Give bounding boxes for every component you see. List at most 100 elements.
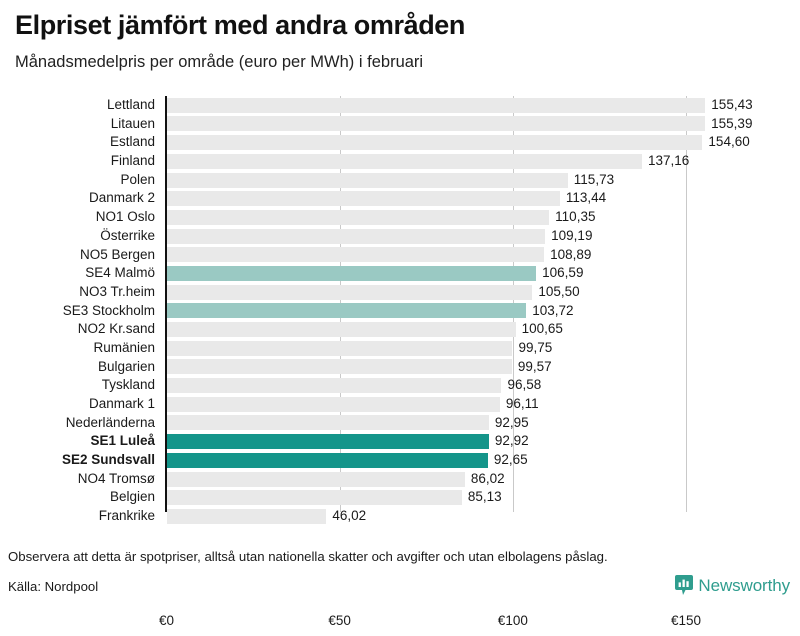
category-label: NO4 Tromsø [77,470,155,486]
plot-area: Lettland 155,43 Litauen 155,39 Estland 154,60… [0,96,800,628]
bar-row: NO4 Tromsø 86,02 [0,470,800,489]
value-label: 96,11 [505,396,539,411]
bar-row: Danmark 2 113,44 [0,189,800,208]
category-label: SE1 Luleå [90,433,155,449]
value-label: 92,92 [494,433,529,449]
bar-row: Belgien 85,13 [0,488,800,507]
bar-row: Tyskland 96,58 [0,376,800,395]
bar [167,396,500,412]
bar-row: NO5 Bergen 108,89 [0,246,800,265]
bar [167,471,465,487]
category-label: Estland [109,134,155,150]
bar [167,265,537,281]
category-label: Bulgarien [97,358,155,374]
category-label: NO1 Oslo [95,209,155,225]
category-label: Österrike [100,227,155,243]
footnote: Observera att detta är spotpriser, allts… [8,549,608,564]
value-label: 115,73 [573,171,615,187]
category-label: Danmark 2 [88,190,155,206]
category-label: Tyskland [101,377,155,393]
value-label: 100,65 [521,321,563,337]
bar [167,247,545,263]
bar-row: NO3 Tr.heim 105,50 [0,283,800,302]
brand-name: Newsworthy [698,576,790,595]
category-label: Lettland [106,97,155,112]
value-label: 92,65 [493,452,528,468]
chart-footer: Observera att detta är spotpriser, allts… [8,548,792,598]
value-label: 106,59 [542,265,584,281]
x-axis-tick-label: €100 [497,613,528,628]
bar [167,172,568,188]
bar-row: Österrike 109,19 [0,227,800,246]
x-axis-tick-label: €150 [670,613,702,628]
category-label: Frankrike [98,508,155,524]
category-label: Rumänien [93,339,155,355]
source-label: Källa: Nordpool [8,579,99,594]
category-label: Litauen [110,115,155,131]
value-label: 96,58 [507,377,542,393]
bar-row: Bulgarien 99,57 [0,358,800,377]
y-axis-line [165,96,167,512]
bar [167,303,527,319]
bar [167,340,513,356]
bar-row: Rumänien 99,75 [0,339,800,358]
category-label: NO2 Kr.sand [77,321,155,337]
bar [167,191,560,207]
value-label: 46,02 [332,508,367,524]
category-label: Belgien [109,489,155,505]
category-label: Danmark 1 [88,396,155,411]
bar-row: Lettland 155,43 [0,96,800,115]
value-label: 92,95 [494,414,529,430]
bar [167,228,546,244]
bar-row: Finland 137,16 [0,152,800,171]
chart-subtitle: Månadsmedelpris per område (euro per MWh… [15,53,424,71]
value-label: 103,72 [532,302,574,318]
bar [167,359,512,375]
bar-chart-icon [675,575,694,596]
value-label: 109,19 [551,227,593,243]
value-label: 137,16 [648,153,690,169]
bar-row: SE4 Malmö 106,59 [0,264,800,283]
value-label: 105,50 [538,283,580,299]
bar-rows: Lettland 155,43 Litauen 155,39 Estland 154,60… [0,96,800,526]
value-label: 85,13 [467,489,502,505]
bar-row: NO2 Kr.sand 100,65 [0,320,800,339]
value-label: 113,44 [565,190,607,206]
bar-row: Frankrike 46,02 [0,507,800,526]
bar [167,490,462,506]
x-axis-tick-label: €50 [328,613,351,628]
value-label: 86,02 [470,470,505,486]
x-axis-tick-label: €0 [158,613,175,628]
value-label: 110,35 [555,209,596,225]
value-label: 108,89 [550,246,592,262]
bar-row: SE1 Luleå 92,92 [0,432,800,451]
bar-row: SE2 Sundsvall 92,65 [0,451,800,470]
bar [167,284,533,300]
category-label: NO5 Bergen [79,246,155,262]
gridline-150 [686,96,687,512]
category-label: NO3 Tr.heim [79,283,155,299]
value-label: 99,57 [517,358,552,374]
value-label: 99,75 [518,339,553,355]
page-title: Elpriset jämfört med andra områden [15,10,466,40]
bar-row: SE3 Stockholm 103,72 [0,302,800,321]
bar-row: Polen 115,73 [0,171,800,190]
value-label: 154,60 [708,134,750,150]
bar [167,508,327,524]
bar-row: Danmark 1 96,11 [0,395,800,414]
x-axis: €0 €50 €100 €150 [0,612,800,636]
category-label: Polen [120,171,155,187]
category-label: Nederländerna [65,414,155,430]
bar [167,434,489,450]
bar [167,97,706,113]
bar [167,415,489,431]
category-label: SE4 Malmö [85,265,155,281]
bar-row: Nederländerna 92,95 [0,414,800,433]
bar [167,116,706,132]
value-label: 155,39 [711,115,753,131]
bar [167,153,643,169]
bar [167,135,703,151]
category-label: Finland [110,153,155,169]
category-label: SE2 Sundsvall [61,452,155,468]
chart-container: Elpriset jämfört med andra områden Månad… [0,10,800,628]
